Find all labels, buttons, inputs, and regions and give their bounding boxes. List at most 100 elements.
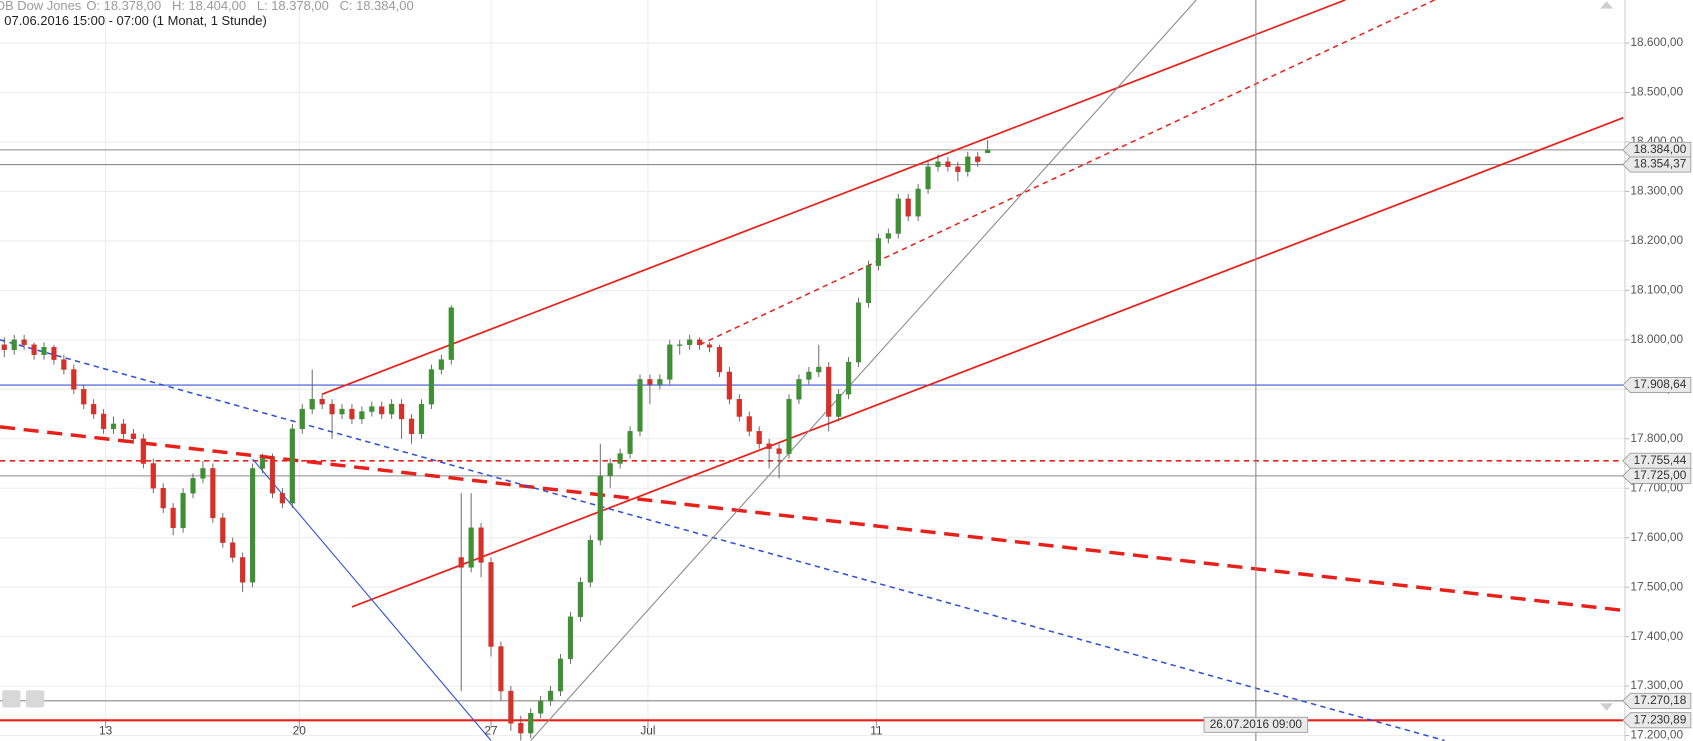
candle-body <box>448 307 454 360</box>
y-tick-label: 17.200,00 <box>1630 728 1683 741</box>
candle-body <box>875 238 881 266</box>
scroll-down-icon[interactable] <box>1600 703 1614 711</box>
candle-body <box>885 233 891 239</box>
candle-body <box>140 438 146 464</box>
axis: 17.200,00 17.300,00 17.400,00 17.500,00 17.6… <box>99 0 1692 741</box>
zoom-buttons <box>2 1 1614 711</box>
candle-body <box>458 557 464 568</box>
candle-body <box>180 492 186 529</box>
trendline <box>321 0 1346 396</box>
candle-body <box>369 406 375 412</box>
candle-body <box>796 379 802 400</box>
zoom-out-button[interactable] <box>25 690 45 708</box>
candle-body <box>905 198 911 217</box>
candle-body <box>379 406 385 415</box>
candle-body <box>528 713 534 734</box>
candle-body <box>716 347 723 373</box>
candle-body <box>557 658 564 692</box>
y-tick-label: 17.500,00 <box>1630 579 1683 593</box>
level-tag <box>1622 141 1692 158</box>
trendline <box>0 339 1445 741</box>
header-value: H: 18.404,00 <box>172 0 246 13</box>
candle-body <box>587 539 593 583</box>
scroll-up-icon[interactable] <box>1600 1 1614 9</box>
candle-body <box>687 339 693 345</box>
level-tag <box>1622 712 1692 729</box>
candle-body <box>1 344 7 350</box>
level-tag <box>1622 452 1692 469</box>
level-label: 18.384,00 <box>1634 142 1687 156</box>
candle-body <box>279 492 285 504</box>
candle-body <box>190 478 196 494</box>
candle-body <box>567 616 574 660</box>
candle-body <box>607 463 613 477</box>
candle-body <box>299 408 305 430</box>
candle-body <box>359 411 365 420</box>
subtitle: 07.06.2016 15:00 - 07:00 (1 Monat, 1 Stu… <box>4 13 266 28</box>
candle-body <box>309 398 315 410</box>
candle-body <box>756 431 762 444</box>
candle-body <box>438 359 444 370</box>
y-tick-label: 17.800,00 <box>1630 431 1683 445</box>
candle-body <box>647 379 653 385</box>
candle-body <box>538 700 544 714</box>
candle-body <box>41 347 47 355</box>
header: DB Dow Jones 07.06.2016 15:00 - 07:00 (1… <box>0 0 267 28</box>
y-tick-label: 17.400,00 <box>1630 629 1683 643</box>
candle-body <box>11 339 17 350</box>
candle-body <box>617 453 623 464</box>
grid <box>0 0 1625 737</box>
candle-body <box>110 423 117 430</box>
candle-body <box>597 475 603 541</box>
candle-body <box>776 448 782 454</box>
candle-body <box>826 366 832 417</box>
candle-body <box>865 265 872 303</box>
candle-body <box>766 443 772 449</box>
candle-body <box>210 468 216 519</box>
candle-body <box>349 408 355 420</box>
x-tick-label: 11 <box>870 723 883 737</box>
candle-body <box>31 344 37 355</box>
trendline <box>530 0 1197 741</box>
plot-area <box>0 0 1625 741</box>
candle-body <box>498 646 504 692</box>
candle-body <box>945 161 951 167</box>
candle-body <box>389 403 395 415</box>
candle-body <box>746 416 752 432</box>
candle-body <box>508 690 514 724</box>
candle-body <box>71 369 77 390</box>
candle-body <box>468 527 474 568</box>
trendline <box>0 425 1624 613</box>
candle-body <box>697 339 703 345</box>
candle-body <box>836 394 842 417</box>
y-tick-label: 18.100,00 <box>1630 283 1683 297</box>
candle-body <box>170 507 176 529</box>
y-tick-label: 18.600,00 <box>1630 35 1683 49</box>
x-tick-label: 13 <box>99 723 113 737</box>
candle-body <box>339 408 345 415</box>
candle-body <box>478 527 484 563</box>
y-tick-label: 18.200,00 <box>1630 233 1683 247</box>
level-label: 17.755,44 <box>1634 453 1687 467</box>
candle-body <box>319 398 325 405</box>
candle-body <box>399 403 405 420</box>
x-tick-label: 20 <box>293 723 307 737</box>
candle-body <box>101 413 107 430</box>
candle-body <box>985 149 991 154</box>
candle-body <box>200 468 206 479</box>
candle-body <box>21 339 27 345</box>
candle-body <box>975 156 981 162</box>
y-tick-label: 18.500,00 <box>1630 85 1683 99</box>
candle-body <box>677 344 683 346</box>
candle-body <box>81 389 87 405</box>
candle-body <box>548 690 554 702</box>
candle-body <box>667 344 673 380</box>
zoom-in-button[interactable] <box>2 690 21 708</box>
candle-body <box>935 161 941 167</box>
candle-body <box>220 517 226 543</box>
candle-body <box>259 458 266 469</box>
level-label: 18.354,37 <box>1634 157 1687 171</box>
y-tick-label: 17.600,00 <box>1630 530 1683 544</box>
y-tick-label: 18.300,00 <box>1630 184 1683 198</box>
